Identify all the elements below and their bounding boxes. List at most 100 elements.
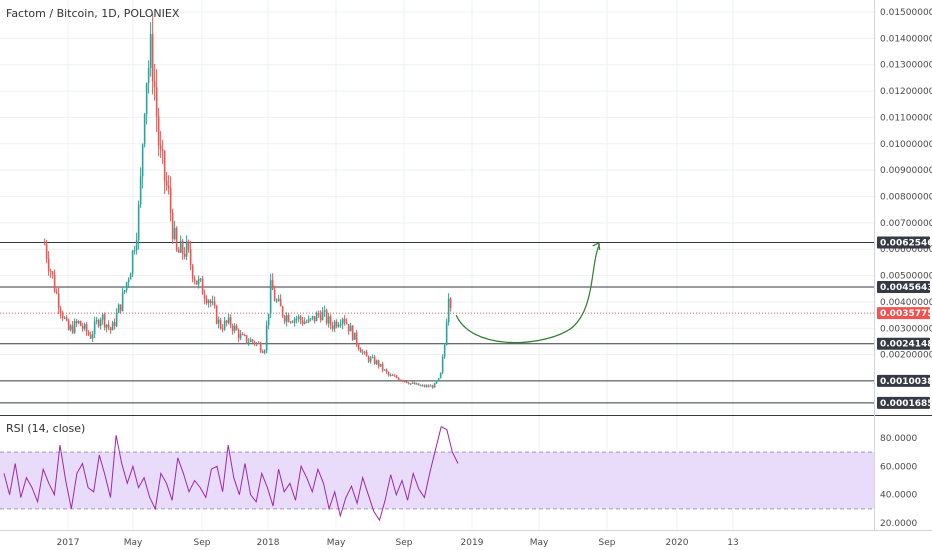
candle-body-69	[181, 240, 184, 254]
candle-body-198	[439, 372, 442, 379]
candle-body-24	[91, 334, 94, 339]
candle-body-143	[329, 316, 332, 326]
candle-body-38	[119, 304, 122, 311]
candle-body-64	[171, 212, 174, 240]
candle-body-1	[45, 244, 48, 259]
candle-body-52	[147, 68, 150, 84]
candle-body-135	[313, 316, 316, 322]
candle-body-80	[203, 294, 206, 299]
candle-body-96	[235, 325, 238, 331]
candle-body-3	[49, 270, 52, 272]
candle-body-8	[59, 308, 62, 314]
price-tick-3: 0.00500000	[880, 272, 932, 282]
candle-body-122	[287, 315, 290, 323]
candle-body-133	[309, 318, 312, 320]
candle-body-190	[423, 385, 426, 387]
level-label-4: 0.00016859	[880, 399, 932, 409]
x-tick-6: 2019	[461, 538, 484, 548]
candle-body-23	[89, 334, 92, 339]
rsi-band	[0, 452, 874, 509]
candle-body-125	[293, 318, 296, 323]
candle-body-90	[223, 320, 226, 330]
price-tick-6: 0.00800000	[880, 193, 932, 203]
level-tag-0	[877, 236, 930, 249]
candle-body-187	[417, 383, 420, 386]
candle-body-162	[367, 356, 370, 362]
candle-body-62	[167, 185, 170, 188]
candle-body-170	[383, 369, 386, 371]
candle-body-16	[75, 320, 78, 324]
candle-body-189	[421, 385, 424, 387]
price-tick-9: 0.01100000	[880, 113, 932, 123]
price-tick-13: 0.01500000	[880, 8, 932, 18]
candle-body-97	[237, 330, 240, 339]
candle-body-149	[341, 318, 344, 325]
candle-body-99	[241, 334, 244, 336]
candle-body-41	[125, 282, 128, 291]
candle-body-196	[435, 381, 438, 384]
candle-body-0	[43, 243, 46, 245]
rsi-line	[3, 425, 459, 522]
x-tick-5: Sep	[396, 538, 413, 548]
candle-body-25	[93, 321, 96, 335]
candle-body-166	[375, 360, 378, 364]
x-tick-4: May	[327, 538, 346, 548]
candle-body-117	[277, 298, 280, 301]
candle-body-30	[103, 314, 106, 328]
candle-body-178	[399, 379, 402, 381]
candle-body-28	[99, 319, 102, 327]
candle-body-184	[411, 382, 414, 384]
candle-body-183	[409, 383, 412, 385]
candle-body-57	[157, 116, 160, 146]
candle-body-32	[107, 324, 110, 328]
candle-body-139	[321, 311, 324, 321]
rsi-tick-0: 20.0000	[880, 519, 917, 529]
candle-body-115	[273, 289, 276, 301]
price-tick-4: 0.00600000	[880, 245, 932, 255]
candle-body-61	[165, 180, 168, 186]
x-tick-10: 13	[727, 538, 738, 548]
rsi-tick-3: 80.0000	[880, 434, 917, 444]
candle-body-76	[195, 280, 198, 285]
candle-body-10	[63, 317, 66, 319]
candle-body-70	[183, 253, 186, 257]
candle-body-126	[295, 318, 298, 320]
projection-curve	[455, 243, 601, 344]
x-tick-8: Sep	[599, 538, 616, 548]
candle-body-168	[379, 363, 382, 367]
price-tick-1: 0.00300000	[880, 324, 932, 334]
candle-body-136	[315, 312, 318, 322]
candle-body-91	[225, 320, 228, 323]
candle-body-17	[77, 321, 80, 324]
chart-title: Factom / Bitcoin, 1D, POLONIEX	[6, 7, 180, 20]
candle-body-197	[437, 378, 440, 382]
candle-body-5	[53, 274, 56, 292]
candle-body-49	[141, 144, 144, 177]
candle-body-54	[151, 34, 154, 82]
candle-body-33	[109, 327, 112, 331]
candle-body-63	[169, 187, 172, 213]
candle-body-34	[111, 322, 114, 331]
level-label-1: 0.00456432	[880, 283, 932, 293]
candle-body-194	[431, 385, 434, 388]
candle-body-129	[301, 320, 304, 324]
candle-body-118	[279, 298, 282, 307]
candle-body-86	[215, 306, 218, 324]
candle-body-36	[115, 313, 118, 327]
candle-body-29	[101, 314, 104, 320]
candle-body-20	[83, 324, 86, 329]
candle-body-19	[81, 326, 84, 329]
last-price-tag	[877, 307, 930, 320]
candle-body-74	[191, 265, 194, 279]
candle-body-147	[337, 324, 340, 327]
candle-body-66	[175, 227, 178, 251]
candle-body-47	[137, 204, 140, 241]
candle-body-26	[95, 320, 98, 322]
level-label-2: 0.00241484	[880, 340, 932, 350]
candle-body-192	[427, 385, 430, 387]
candle-body-132	[307, 319, 310, 323]
candle-body-94	[231, 325, 234, 331]
candle-body-165	[373, 357, 376, 364]
